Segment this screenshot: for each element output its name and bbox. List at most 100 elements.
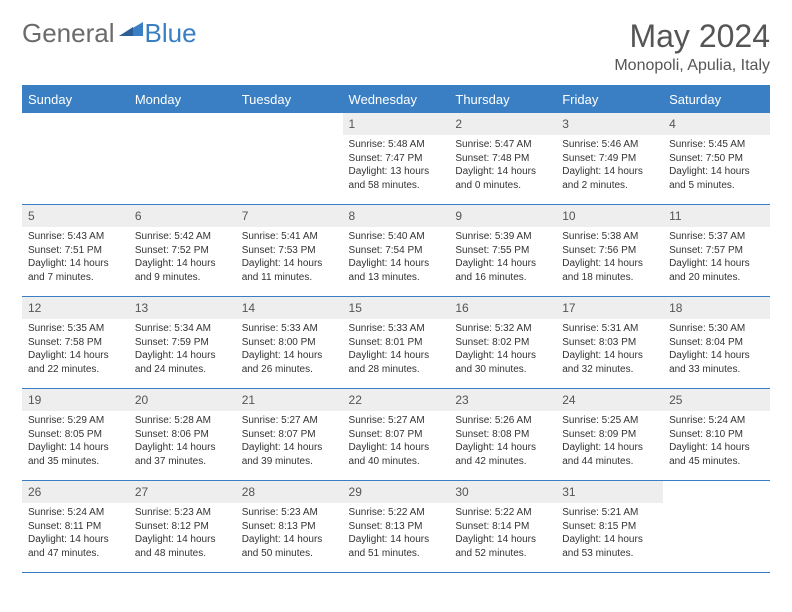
day-number: 21 (236, 389, 343, 411)
day-details: Sunrise: 5:33 AMSunset: 8:01 PMDaylight:… (343, 319, 450, 380)
day-details: Sunrise: 5:30 AMSunset: 8:04 PMDaylight:… (663, 319, 770, 380)
calendar-cell: 23Sunrise: 5:26 AMSunset: 8:08 PMDayligh… (449, 389, 556, 481)
day-number: 17 (556, 297, 663, 319)
day-number: 23 (449, 389, 556, 411)
calendar-cell: 3Sunrise: 5:46 AMSunset: 7:49 PMDaylight… (556, 113, 663, 205)
calendar-cell: 19Sunrise: 5:29 AMSunset: 8:05 PMDayligh… (22, 389, 129, 481)
day-number: 4 (663, 113, 770, 135)
day-details: Sunrise: 5:33 AMSunset: 8:00 PMDaylight:… (236, 319, 343, 380)
calendar-cell: 18Sunrise: 5:30 AMSunset: 8:04 PMDayligh… (663, 297, 770, 389)
calendar-head: SundayMondayTuesdayWednesdayThursdayFrid… (22, 86, 770, 113)
day-number: 5 (22, 205, 129, 227)
calendar-cell: 17Sunrise: 5:31 AMSunset: 8:03 PMDayligh… (556, 297, 663, 389)
day-details: Sunrise: 5:24 AMSunset: 8:11 PMDaylight:… (22, 503, 129, 564)
calendar-cell: 1Sunrise: 5:48 AMSunset: 7:47 PMDaylight… (343, 113, 450, 205)
calendar-cell (22, 113, 129, 205)
day-details: Sunrise: 5:27 AMSunset: 8:07 PMDaylight:… (236, 411, 343, 472)
calendar-cell: 2Sunrise: 5:47 AMSunset: 7:48 PMDaylight… (449, 113, 556, 205)
day-details: Sunrise: 5:29 AMSunset: 8:05 PMDaylight:… (22, 411, 129, 472)
day-number: 12 (22, 297, 129, 319)
day-number: 9 (449, 205, 556, 227)
calendar-cell: 27Sunrise: 5:23 AMSunset: 8:12 PMDayligh… (129, 481, 236, 573)
day-number: 2 (449, 113, 556, 135)
month-title: May 2024 (614, 18, 770, 55)
day-details: Sunrise: 5:45 AMSunset: 7:50 PMDaylight:… (663, 135, 770, 196)
weekday-header: Friday (556, 86, 663, 113)
logo-text-general: General (22, 18, 115, 49)
calendar-cell: 25Sunrise: 5:24 AMSunset: 8:10 PMDayligh… (663, 389, 770, 481)
day-number: 28 (236, 481, 343, 503)
day-details: Sunrise: 5:37 AMSunset: 7:57 PMDaylight:… (663, 227, 770, 288)
day-details: Sunrise: 5:25 AMSunset: 8:09 PMDaylight:… (556, 411, 663, 472)
day-details: Sunrise: 5:24 AMSunset: 8:10 PMDaylight:… (663, 411, 770, 472)
day-number: 22 (343, 389, 450, 411)
day-details: Sunrise: 5:39 AMSunset: 7:55 PMDaylight:… (449, 227, 556, 288)
day-details: Sunrise: 5:31 AMSunset: 8:03 PMDaylight:… (556, 319, 663, 380)
calendar-cell: 5Sunrise: 5:43 AMSunset: 7:51 PMDaylight… (22, 205, 129, 297)
header: General Blue May 2024 Monopoli, Apulia, … (22, 18, 770, 75)
day-details: Sunrise: 5:26 AMSunset: 8:08 PMDaylight:… (449, 411, 556, 472)
day-number: 11 (663, 205, 770, 227)
day-details: Sunrise: 5:28 AMSunset: 8:06 PMDaylight:… (129, 411, 236, 472)
day-details: Sunrise: 5:40 AMSunset: 7:54 PMDaylight:… (343, 227, 450, 288)
calendar-cell: 13Sunrise: 5:34 AMSunset: 7:59 PMDayligh… (129, 297, 236, 389)
day-details: Sunrise: 5:41 AMSunset: 7:53 PMDaylight:… (236, 227, 343, 288)
day-details: Sunrise: 5:23 AMSunset: 8:12 PMDaylight:… (129, 503, 236, 564)
calendar-table: SundayMondayTuesdayWednesdayThursdayFrid… (22, 85, 770, 573)
day-number: 20 (129, 389, 236, 411)
day-number: 10 (556, 205, 663, 227)
day-number: 6 (129, 205, 236, 227)
day-details: Sunrise: 5:22 AMSunset: 8:13 PMDaylight:… (343, 503, 450, 564)
calendar-cell: 28Sunrise: 5:23 AMSunset: 8:13 PMDayligh… (236, 481, 343, 573)
logo-text-blue: Blue (145, 18, 197, 49)
calendar-cell (236, 113, 343, 205)
calendar-cell: 24Sunrise: 5:25 AMSunset: 8:09 PMDayligh… (556, 389, 663, 481)
day-number: 7 (236, 205, 343, 227)
title-block: May 2024 Monopoli, Apulia, Italy (614, 18, 770, 75)
day-details: Sunrise: 5:47 AMSunset: 7:48 PMDaylight:… (449, 135, 556, 196)
calendar-cell: 20Sunrise: 5:28 AMSunset: 8:06 PMDayligh… (129, 389, 236, 481)
weekday-header: Wednesday (343, 86, 450, 113)
day-number: 29 (343, 481, 450, 503)
day-number: 30 (449, 481, 556, 503)
day-details: Sunrise: 5:46 AMSunset: 7:49 PMDaylight:… (556, 135, 663, 196)
weekday-header: Monday (129, 86, 236, 113)
calendar-cell: 31Sunrise: 5:21 AMSunset: 8:15 PMDayligh… (556, 481, 663, 573)
calendar-cell: 11Sunrise: 5:37 AMSunset: 7:57 PMDayligh… (663, 205, 770, 297)
day-number: 1 (343, 113, 450, 135)
day-number: 24 (556, 389, 663, 411)
weekday-header: Tuesday (236, 86, 343, 113)
calendar-cell: 7Sunrise: 5:41 AMSunset: 7:53 PMDaylight… (236, 205, 343, 297)
calendar-cell: 9Sunrise: 5:39 AMSunset: 7:55 PMDaylight… (449, 205, 556, 297)
day-number: 31 (556, 481, 663, 503)
calendar-cell: 14Sunrise: 5:33 AMSunset: 8:00 PMDayligh… (236, 297, 343, 389)
logo-triangle-icon (119, 20, 143, 43)
day-number: 27 (129, 481, 236, 503)
calendar-body: 1Sunrise: 5:48 AMSunset: 7:47 PMDaylight… (22, 113, 770, 573)
calendar-cell (129, 113, 236, 205)
day-number: 15 (343, 297, 450, 319)
calendar-cell: 30Sunrise: 5:22 AMSunset: 8:14 PMDayligh… (449, 481, 556, 573)
logo: General Blue (22, 18, 197, 49)
calendar-cell: 16Sunrise: 5:32 AMSunset: 8:02 PMDayligh… (449, 297, 556, 389)
day-number: 14 (236, 297, 343, 319)
day-details: Sunrise: 5:43 AMSunset: 7:51 PMDaylight:… (22, 227, 129, 288)
day-details: Sunrise: 5:35 AMSunset: 7:58 PMDaylight:… (22, 319, 129, 380)
calendar-cell: 10Sunrise: 5:38 AMSunset: 7:56 PMDayligh… (556, 205, 663, 297)
day-number: 8 (343, 205, 450, 227)
day-details: Sunrise: 5:34 AMSunset: 7:59 PMDaylight:… (129, 319, 236, 380)
day-number: 13 (129, 297, 236, 319)
day-number: 16 (449, 297, 556, 319)
location: Monopoli, Apulia, Italy (614, 57, 770, 75)
day-details: Sunrise: 5:21 AMSunset: 8:15 PMDaylight:… (556, 503, 663, 564)
day-details: Sunrise: 5:22 AMSunset: 8:14 PMDaylight:… (449, 503, 556, 564)
day-number: 18 (663, 297, 770, 319)
calendar-cell: 4Sunrise: 5:45 AMSunset: 7:50 PMDaylight… (663, 113, 770, 205)
weekday-header: Saturday (663, 86, 770, 113)
calendar-cell: 29Sunrise: 5:22 AMSunset: 8:13 PMDayligh… (343, 481, 450, 573)
day-details: Sunrise: 5:32 AMSunset: 8:02 PMDaylight:… (449, 319, 556, 380)
day-details: Sunrise: 5:27 AMSunset: 8:07 PMDaylight:… (343, 411, 450, 472)
calendar-cell: 21Sunrise: 5:27 AMSunset: 8:07 PMDayligh… (236, 389, 343, 481)
calendar-cell (663, 481, 770, 573)
day-number: 19 (22, 389, 129, 411)
